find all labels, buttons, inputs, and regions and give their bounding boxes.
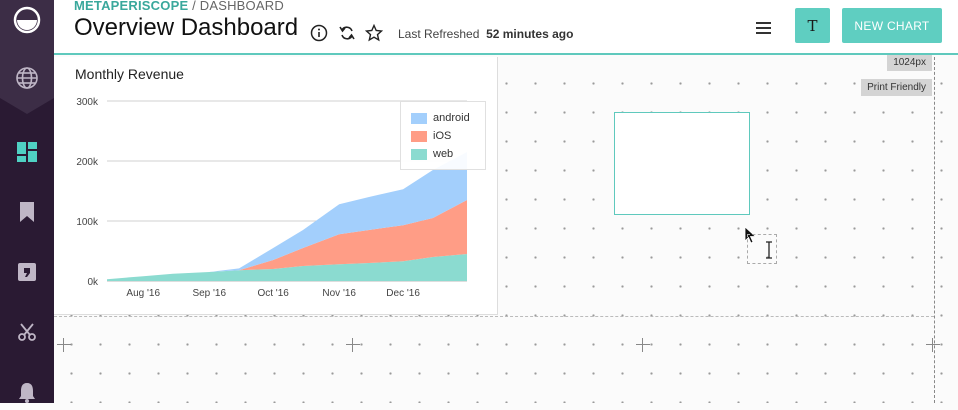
grid-crosshair [346,338,360,352]
y-tick-label: 300k [76,97,99,108]
mouse-pointer-icon [744,226,757,244]
text-cursor-icon [766,241,772,259]
x-tick-label: Oct '16 [257,288,289,299]
breadcrumb-separator: / [188,0,200,13]
area-series-web [107,254,467,281]
chart-title: Monthly Revenue [75,66,184,82]
last-refreshed-value: 52 minutes ago [486,27,574,41]
hamburger-menu-icon[interactable] [754,20,774,36]
legend-swatch-web [411,148,427,160]
area-series-android [107,152,467,280]
bookmark-icon[interactable] [0,194,54,230]
chart-svg: 0k 100k 200k 300k Aug '16 Sep '16 Oct '16 Nov '… [76,97,467,299]
query-icon[interactable] [0,254,54,290]
last-refreshed-label: Last Refreshed [398,27,480,41]
y-tick-label: 0k [87,277,99,288]
grid-crosshair [57,338,71,352]
y-tick-label: 200k [76,157,99,168]
top-header: METAPERISCOPE / DASHBOARD Overview Dashb… [54,0,958,55]
scissors-icon[interactable] [0,314,54,350]
resize-handle[interactable] [747,234,777,264]
new-chart-button[interactable]: NEW CHART [842,8,942,43]
x-tick-label: Sep '16 [192,288,226,299]
x-tick-label: Aug '16 [126,288,160,299]
print-friendly-badge[interactable]: Print Friendly [861,79,932,96]
legend-swatch-ios [411,130,427,142]
grid-crosshair [636,338,650,352]
x-tick-label: Dec '16 [386,288,420,299]
logo-icon[interactable] [0,2,54,38]
legend-swatch-android [411,112,427,124]
avatar-button[interactable]: T [795,8,830,43]
legend-label-android: android [433,112,470,124]
area-series-ios [107,200,467,280]
legend-item-android[interactable]: android [411,111,470,125]
breadcrumb: METAPERISCOPE / DASHBOARD [74,0,284,13]
page-width-guide [934,57,935,403]
legend-item-ios[interactable]: iOS [411,129,451,143]
dashboard-icon[interactable] [0,134,54,170]
info-icon[interactable] [310,24,328,42]
bell-icon[interactable] [0,374,54,410]
star-icon[interactable] [365,24,383,42]
x-tick-label: Nov '16 [322,288,356,299]
legend-label-web: web [433,148,454,160]
chart-legend: android iOS web [400,101,486,170]
legend-item-web[interactable]: web [411,147,453,161]
breadcrumb-page[interactable]: DASHBOARD [199,0,284,13]
page-title: Overview Dashboard [74,14,299,41]
page-width-badge: 1024px [887,55,932,71]
page-break-guide [54,316,934,317]
monthly-revenue-chart-card[interactable]: Monthly Revenue 0k 100k 200k 300k Aug '16 Sep… [54,57,498,315]
globe-icon[interactable] [0,60,54,96]
legend-label-ios: iOS [433,130,452,142]
refresh-icon[interactable] [338,24,356,42]
y-tick-label: 100k [76,217,99,228]
breadcrumb-brand[interactable]: METAPERISCOPE [74,0,189,13]
grid-crosshair [926,338,940,352]
sidebar [0,0,54,403]
new-chart-placeholder[interactable] [614,112,750,215]
last-refreshed: Last Refreshed 52 minutes ago [398,27,573,41]
sidebar-top [0,0,54,114]
